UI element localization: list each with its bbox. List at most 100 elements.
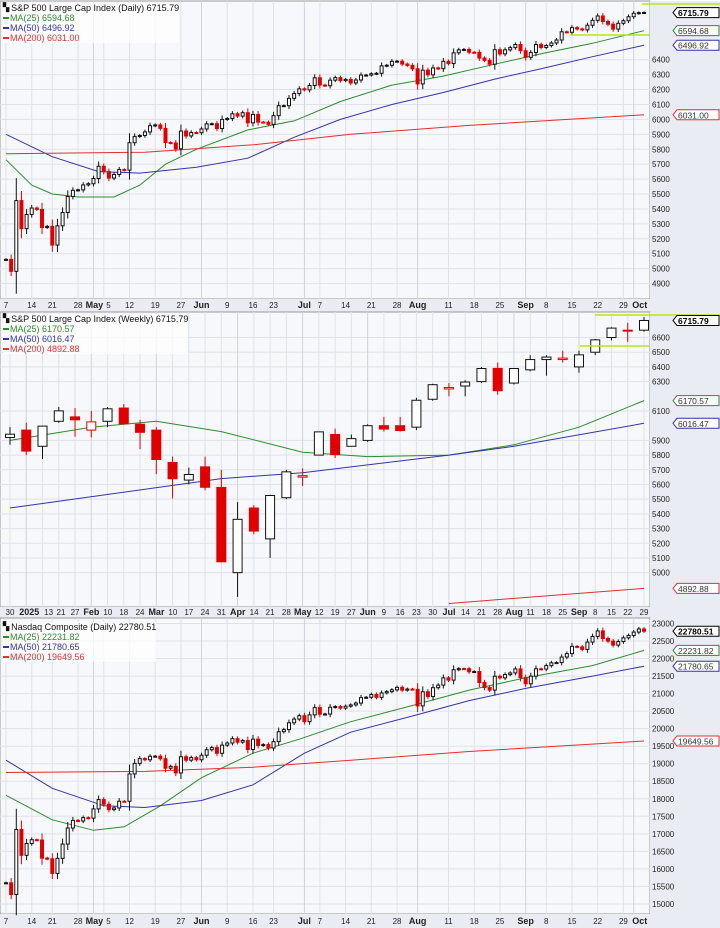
candle — [34, 206, 39, 211]
candle — [580, 27, 585, 32]
candle-body — [29, 839, 34, 845]
candle — [21, 422, 32, 456]
candle — [348, 703, 353, 708]
ma-swatch — [3, 656, 9, 658]
candle-body — [482, 57, 487, 61]
candle — [461, 48, 466, 52]
y-tick-label: 17000 — [652, 830, 675, 839]
candle-body — [513, 668, 518, 674]
candle-body — [333, 706, 338, 709]
candle-body — [364, 696, 369, 699]
candle-body — [346, 438, 357, 447]
ma-value-label-box — [672, 395, 720, 407]
candle — [55, 218, 60, 253]
y-tick-label: 6600 — [652, 334, 670, 343]
candle — [250, 734, 255, 754]
candle — [60, 838, 65, 864]
candle — [158, 754, 163, 761]
x-tick-label: 22 — [593, 917, 602, 926]
candle — [307, 83, 312, 93]
candle-body — [101, 165, 106, 173]
candle — [523, 47, 528, 61]
candle — [194, 755, 199, 762]
x-tick-label: Aug — [505, 607, 523, 617]
candle-body — [590, 635, 595, 643]
candle — [209, 122, 214, 126]
candle-body — [528, 675, 533, 685]
y-tick-label: 6200 — [652, 86, 670, 95]
y-tick-label: 16000 — [652, 865, 675, 874]
candle — [348, 77, 353, 86]
x-tick-label: Oct — [632, 916, 647, 926]
candle-body — [477, 671, 482, 684]
candle-body — [60, 843, 65, 859]
candle — [302, 87, 307, 92]
candle-body — [50, 225, 55, 246]
x-tick-label: 25 — [558, 608, 567, 617]
candle-body — [178, 756, 183, 774]
candle — [539, 42, 544, 50]
candle-body — [431, 67, 436, 76]
candle-body — [29, 207, 34, 215]
candle-body — [482, 682, 487, 689]
candle-body — [600, 630, 605, 639]
candle — [441, 674, 446, 689]
x-tick-label: 21 — [477, 608, 486, 617]
candle — [564, 651, 569, 660]
candle-body — [564, 31, 569, 34]
y-tick-label: 5200 — [652, 539, 670, 548]
candle — [443, 383, 454, 397]
candle — [142, 129, 147, 138]
candle-body — [14, 200, 19, 272]
x-tick-label: 10 — [103, 608, 112, 617]
candle — [297, 86, 302, 97]
candle-body — [369, 73, 374, 76]
candle-body — [132, 762, 137, 775]
candle — [86, 816, 91, 820]
candle — [29, 837, 34, 846]
x-tick-label: 5 — [106, 917, 111, 926]
y-tick-label: 20000 — [652, 725, 675, 734]
candle — [216, 469, 227, 563]
candle-body — [431, 687, 436, 698]
x-tick-label: 22 — [593, 301, 602, 310]
candle — [415, 683, 420, 713]
candle — [173, 140, 178, 152]
y-tick-label: 15000 — [652, 900, 675, 909]
candle-body — [461, 668, 466, 671]
candle — [353, 77, 358, 86]
candle-body — [235, 738, 240, 743]
candle — [544, 663, 549, 672]
candle — [405, 687, 410, 692]
candle — [276, 727, 281, 746]
candle — [266, 120, 271, 127]
ma-value-label: 6016.47 — [678, 419, 709, 429]
candle — [569, 25, 574, 35]
candle-body — [359, 74, 364, 81]
candle-body — [297, 715, 302, 720]
candle-body — [631, 12, 636, 18]
chart-type-icon: ▚ — [3, 622, 10, 631]
candle — [132, 759, 137, 779]
candle — [492, 670, 497, 696]
candle — [76, 819, 81, 823]
candle — [117, 798, 122, 812]
x-tick-label: 18 — [119, 608, 128, 617]
candle — [569, 643, 574, 657]
candle — [183, 467, 194, 485]
candle-body — [451, 52, 456, 65]
price-panel-2: 15000 15500 16000 16500 17000 17500 18000 18500… — [0, 617, 720, 928]
x-tick-label: 23 — [269, 917, 278, 926]
candle — [4, 258, 8, 261]
x-tick-label: 27 — [71, 608, 80, 617]
candle — [338, 704, 343, 710]
candle-body — [425, 691, 430, 698]
candle-body — [456, 49, 461, 54]
candle — [14, 808, 19, 916]
y-tick-label: 22000 — [652, 655, 675, 664]
x-tick-label: 28 — [393, 301, 402, 310]
candle-body — [312, 77, 317, 87]
candle-body — [276, 105, 281, 117]
candle-body — [427, 384, 438, 400]
candle — [338, 75, 343, 83]
